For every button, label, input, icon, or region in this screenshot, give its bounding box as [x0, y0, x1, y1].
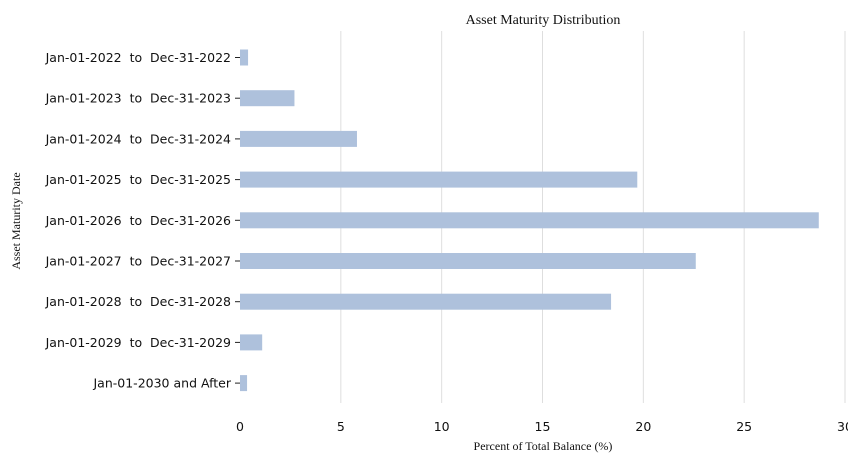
y-category-label: Jan-01-2028 to Dec-31-2028 [45, 294, 231, 309]
y-category-label: Jan-01-2026 to Dec-31-2026 [45, 213, 231, 228]
bar [240, 90, 295, 107]
bar [240, 334, 263, 351]
y-category-label: Jan-01-2030 and After [93, 376, 232, 391]
bar [240, 49, 249, 66]
x-tick-label: 15 [535, 419, 551, 434]
bar-layer [240, 49, 819, 392]
y-category-label: Jan-01-2029 to Dec-31-2029 [45, 335, 231, 350]
y-axis-label: Asset Maturity Date [9, 172, 23, 269]
x-tick-label: 20 [635, 419, 651, 434]
bar [240, 171, 638, 188]
y-category-label: Jan-01-2022 to Dec-31-2022 [45, 50, 231, 65]
y-category-label: Jan-01-2023 to Dec-31-2023 [45, 91, 231, 106]
bar [240, 253, 696, 269]
x-tick-label: 10 [434, 419, 450, 434]
chart-title: Asset Maturity Distribution [466, 13, 621, 28]
bar [240, 130, 357, 147]
x-tick-label: 0 [236, 419, 244, 434]
x-tick-label: 5 [337, 419, 345, 434]
bar [240, 375, 248, 392]
bar [240, 212, 819, 229]
y-axis: Jan-01-2022 to Dec-31-2022 Jan-01-2023 to… [45, 50, 240, 391]
x-tick-label: 25 [736, 419, 752, 434]
x-axis: 0 5 10 15 20 25 30 [236, 419, 848, 434]
y-category-label: Jan-01-2027 to Dec-31-2027 [45, 254, 231, 269]
x-tick-label: 30 [837, 419, 848, 434]
y-category-label: Jan-01-2025 to Dec-31-2025 [45, 172, 231, 187]
x-axis-label: Percent of Total Balance (%) [474, 439, 613, 453]
bar [240, 293, 612, 310]
y-category-label: Jan-01-2024 to Dec-31-2024 [45, 131, 231, 146]
